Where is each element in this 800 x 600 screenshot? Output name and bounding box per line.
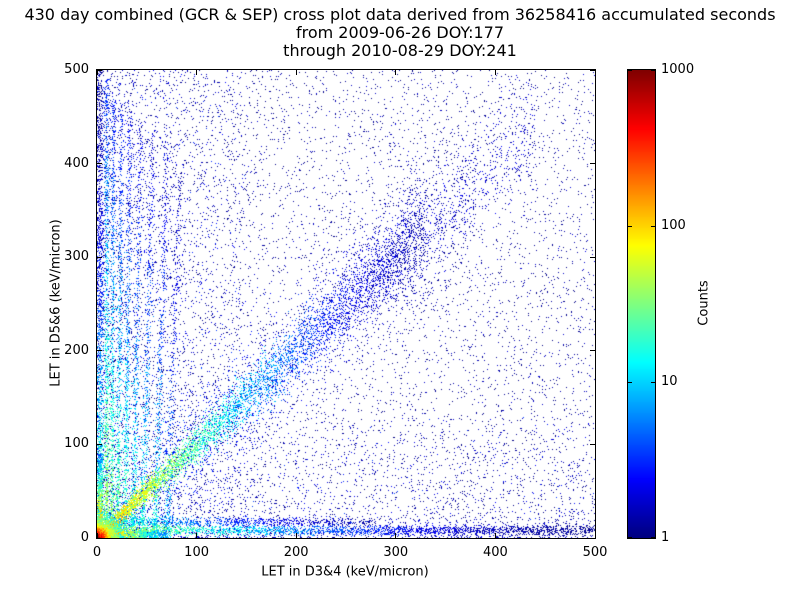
colorbar-gradient-canvas	[628, 70, 655, 538]
colorbar-tick-label: 100	[661, 218, 686, 233]
x-tick-label: 300	[383, 545, 409, 560]
colorbar-tick-mark	[628, 537, 632, 538]
colorbar-tick-label: 1	[661, 530, 670, 545]
x-tick-mark-top	[395, 70, 397, 75]
colorbar-tick-label: 1000	[661, 62, 695, 77]
x-tick-mark-top	[295, 70, 297, 75]
y-tick-label: 100	[64, 436, 89, 452]
x-tick-mark	[494, 533, 496, 538]
y-tick-label: 500	[64, 62, 89, 77]
colorbar-tick-mark-right	[651, 381, 655, 383]
x-tick-mark-top	[196, 70, 198, 75]
colorbar-tick-label: 10	[661, 374, 678, 389]
y-tick-mark-right	[590, 256, 595, 258]
y-axis-label: LET in D5&6 (keV/micron)	[48, 219, 64, 387]
x-tick-label: 400	[482, 545, 508, 560]
x-tick-label: 0	[92, 545, 102, 560]
y-tick-mark-right	[590, 163, 595, 165]
x-tick-mark-top	[96, 70, 98, 75]
x-tick-mark	[594, 533, 596, 538]
y-tick-mark	[97, 350, 102, 352]
y-tick-label: 400	[64, 155, 89, 171]
y-tick-mark	[97, 163, 102, 165]
y-tick-label: 0	[80, 530, 89, 545]
chart-subtitle-through: through 2010-08-29 DOY:241	[283, 41, 517, 60]
x-tick-label: 500	[582, 545, 608, 560]
colorbar-tick-mark	[628, 225, 632, 227]
x-tick-label: 200	[283, 545, 309, 560]
y-tick-mark	[97, 537, 102, 539]
chart-subtitle-from: from 2009-06-26 DOY:177	[295, 23, 504, 42]
y-tick-mark-right	[590, 443, 595, 445]
colorbar-tick-mark-right	[651, 70, 655, 71]
x-tick-mark	[196, 533, 198, 538]
x-tick-mark	[295, 533, 297, 538]
y-tick-mark-right	[590, 350, 595, 352]
scatter-canvas	[97, 70, 595, 538]
colorbar-label: Counts	[696, 280, 712, 326]
chart-title: 430 day combined (GCR & SEP) cross plot …	[24, 5, 776, 24]
colorbar-tick-mark-right	[651, 537, 655, 538]
y-tick-mark-right	[590, 537, 595, 539]
x-axis-label: LET in D3&4 (keV/micron)	[261, 564, 429, 580]
x-tick-mark-top	[494, 70, 496, 75]
x-tick-mark	[395, 533, 397, 538]
plot-area	[96, 69, 596, 539]
x-tick-mark	[96, 533, 98, 538]
x-tick-mark-top	[594, 70, 596, 75]
y-tick-mark-right	[590, 69, 595, 71]
colorbar-tick-mark-right	[651, 225, 655, 227]
colorbar-tick-mark	[628, 381, 632, 383]
colorbar	[627, 69, 656, 539]
colorbar-tick-mark	[628, 70, 632, 71]
y-tick-mark	[97, 256, 102, 258]
y-tick-mark	[97, 69, 102, 71]
x-tick-label: 100	[184, 545, 209, 560]
y-tick-label: 200	[64, 342, 89, 358]
y-tick-mark	[97, 443, 102, 445]
title-block: 430 day combined (GCR & SEP) cross plot …	[0, 6, 800, 60]
y-tick-label: 300	[64, 249, 89, 265]
